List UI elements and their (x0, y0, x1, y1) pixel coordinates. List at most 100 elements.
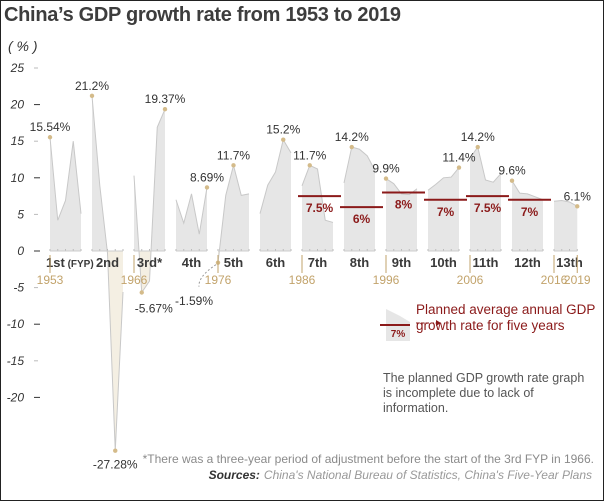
year-marker-label: 2019 (564, 273, 591, 287)
value-annotation: 11.4% (442, 151, 475, 165)
value-annotation: 11.7% (217, 148, 250, 162)
area-positive-4th (176, 187, 207, 251)
value-annotation: 14.2% (461, 130, 495, 144)
series-line-4th (175, 187, 208, 235)
value-annotation: 9.6% (498, 164, 526, 178)
peak-marker (575, 204, 580, 209)
planned-label-12th: 7% (521, 205, 539, 219)
series-line-7th (301, 164, 334, 223)
area-positive-11th (470, 147, 501, 251)
series-line-3rd* (133, 109, 166, 294)
peak-marker (231, 163, 236, 168)
area-positive-7th (302, 165, 333, 251)
area-positive-3rd* (134, 109, 165, 251)
fyp-label-11th: 11th (472, 255, 498, 270)
y-tick-label: 0 (17, 244, 24, 258)
y-tick-label: -20 (7, 390, 25, 404)
value-annotation: 21.2% (75, 79, 109, 93)
peak-marker (509, 178, 515, 183)
value-annotation: 19.37% (145, 92, 186, 106)
year-marker-label: 1953 (37, 273, 64, 287)
area-positive-8th (344, 147, 375, 251)
area-positive-5th (218, 165, 249, 251)
footnote: *There was a three-year period of adjust… (142, 452, 594, 466)
y-tick-label: -5 (13, 281, 24, 295)
y-tick-label: 20 (10, 98, 25, 112)
peak-marker (204, 185, 210, 190)
value-annotation: 8.69% (190, 170, 224, 184)
series-line-2nd (91, 95, 124, 451)
fyp-label-3rd*: 3rd* (137, 255, 163, 270)
fyp-label-8th: 8th (350, 255, 370, 270)
peak-marker (281, 137, 286, 142)
y-tick-label: 25 (10, 61, 25, 75)
area-positive-6th (260, 139, 291, 251)
year-marker-label: 1976 (205, 273, 232, 287)
fyp-label-6th: 6th (266, 255, 286, 270)
value-annotation: 14.2% (335, 130, 369, 144)
legend-note: The planned GDP growth rate graph is inc… (383, 371, 585, 415)
year-marker-label: 1996 (373, 273, 400, 287)
value-annotation: -27.28% (93, 458, 138, 472)
planned-label-10th: 7% (437, 205, 455, 219)
legend-planned-label: Planned average annual GDP growth rate f… (416, 302, 596, 333)
planned-label-9th: 8% (395, 197, 413, 211)
y-tick-label: 10 (11, 171, 25, 185)
fyp-label-7th: 7th (308, 255, 328, 270)
series-line-1st (49, 137, 82, 221)
fyp-label-4th: 4th (182, 255, 202, 270)
peak-marker (89, 93, 95, 99)
year-marker-label: 1966 (121, 273, 148, 287)
peak-marker (456, 165, 462, 170)
fyp-label-2nd: 2nd (96, 255, 119, 270)
fyp-label-5th: 5th (224, 255, 244, 270)
peak-marker (162, 107, 168, 112)
planned-label-11th: 7.5% (474, 201, 502, 215)
fyp-label-9th: 9th (392, 255, 412, 270)
area-positive-1st (50, 137, 81, 251)
year-marker-label: 2006 (457, 273, 484, 287)
y-tick-label: -10 (7, 317, 25, 331)
series-line-6th (259, 138, 292, 214)
year-marker-label: 1986 (289, 273, 316, 287)
peak-marker (383, 176, 389, 181)
legend-arrow-head-icon (436, 320, 441, 326)
area-negative-2nd (92, 251, 123, 451)
y-tick-label: 15 (11, 134, 25, 148)
peak-marker (139, 290, 144, 295)
fyp-label-1st: 1st (FYP) (46, 255, 94, 270)
peak-marker (113, 448, 118, 453)
value-annotation: 9.9% (372, 162, 400, 176)
area-positive-2nd (92, 95, 123, 251)
chart-title: China’s GDP growth rate from 1953 to 201… (4, 4, 401, 26)
value-annotation: -1.59% (175, 294, 213, 308)
fyp-label-10th: 10th (430, 255, 457, 270)
series-line-13th (553, 199, 578, 207)
y-axis-unit-label: ( % ) (8, 38, 38, 54)
peak-marker (349, 144, 354, 150)
value-annotation: -5.67% (135, 302, 173, 316)
y-tick-label: -15 (7, 354, 25, 368)
value-annotation: 6.1% (564, 189, 592, 203)
series-line-12th (511, 180, 544, 201)
area-positive-13th (554, 200, 578, 251)
value-annotation: 15.54% (30, 120, 71, 134)
sources-text: China's National Bureau of Statistics, C… (263, 468, 592, 482)
annotation-arrow (198, 264, 217, 287)
value-annotation: 11.7% (293, 148, 326, 162)
peak-marker (307, 163, 312, 168)
sources-line: Sources: China's National Bureau of Stati… (209, 468, 592, 482)
fyp-label-13th: 13th (556, 255, 583, 270)
area-positive-12th (512, 180, 543, 251)
series-line-10th (427, 167, 460, 191)
fyp-label-12th: 12th (514, 255, 541, 270)
planned-label-7th: 7.5% (306, 201, 334, 215)
value-annotation: 15.2% (266, 123, 300, 137)
peak-marker (475, 144, 480, 150)
y-tick-label: 5 (17, 207, 24, 221)
area-positive-10th (428, 167, 459, 251)
planned-label-8th: 6% (353, 212, 371, 226)
sources-label: Sources: (208, 468, 260, 482)
area-positive-9th (386, 178, 417, 251)
